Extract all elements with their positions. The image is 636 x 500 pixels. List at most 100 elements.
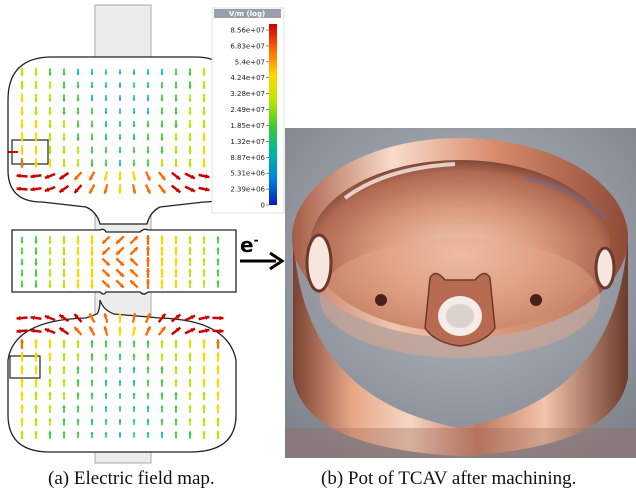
colorbar-tick-label: 8.87e+06 xyxy=(230,154,265,162)
field-arrow xyxy=(146,418,150,426)
field-arrow xyxy=(48,145,52,155)
field-arrow xyxy=(188,268,192,278)
field-arrow xyxy=(48,339,52,349)
field-arrow xyxy=(104,159,108,167)
field-arrow xyxy=(117,184,122,194)
field-arrow xyxy=(174,246,178,256)
field-arrow xyxy=(20,119,24,129)
colorbar-tick-label: 4.24e+07 xyxy=(230,74,265,82)
field-arrow xyxy=(132,69,136,75)
field-arrow xyxy=(58,313,70,323)
field-arrow xyxy=(20,93,24,103)
field-arrow xyxy=(216,236,220,244)
field-arrow xyxy=(216,430,220,440)
field-arrow xyxy=(104,133,108,141)
field-arrow xyxy=(202,236,206,244)
field-arrow xyxy=(62,133,66,141)
field-arrow xyxy=(104,340,108,348)
colorbar-gradient xyxy=(269,24,277,205)
field-arrow xyxy=(202,404,206,414)
field-arrow xyxy=(216,391,220,401)
field-arrow xyxy=(129,268,139,278)
field-arrow xyxy=(146,340,150,348)
center-nose-cone xyxy=(424,272,496,347)
field-arrow xyxy=(118,406,122,412)
field-arrow xyxy=(170,326,182,336)
field-arrow xyxy=(145,257,151,267)
field-arrow xyxy=(34,280,38,288)
field-arrow xyxy=(20,269,24,277)
field-arrow xyxy=(48,431,52,439)
field-arrow xyxy=(160,268,164,278)
field-arrow xyxy=(146,379,150,387)
field-arrows xyxy=(16,67,224,440)
field-arrow xyxy=(188,378,192,388)
field-arrow xyxy=(174,120,178,128)
field-arrow xyxy=(160,68,164,76)
field-arrow xyxy=(90,68,94,76)
field-arrow xyxy=(76,94,80,102)
field-arrow xyxy=(34,236,38,244)
field-arrow xyxy=(132,353,136,361)
field-arrow xyxy=(20,80,24,90)
field-arrow xyxy=(48,158,52,168)
field-arrow xyxy=(62,392,66,400)
field-arrow xyxy=(103,312,109,324)
field-arrow xyxy=(132,133,136,141)
field-arrow xyxy=(160,107,164,115)
field-arrow xyxy=(129,246,139,256)
field-arrow xyxy=(129,279,139,289)
field-arrow xyxy=(145,268,151,278)
field-arrow xyxy=(174,431,178,439)
field-arrow xyxy=(101,279,111,289)
field-arrow xyxy=(160,133,164,141)
field-arrow xyxy=(132,120,136,128)
field-arrow xyxy=(118,432,122,438)
field-arrow xyxy=(132,171,137,181)
field-arrow xyxy=(16,315,28,321)
field-arrow xyxy=(30,328,42,334)
field-arrow xyxy=(76,257,80,267)
field-arrow xyxy=(174,158,178,168)
field-arrow xyxy=(62,81,66,89)
field-arrow xyxy=(115,246,125,256)
field-arrow xyxy=(146,146,150,154)
field-arrow xyxy=(131,326,137,336)
field-arrow xyxy=(104,146,108,154)
field-arrow xyxy=(144,326,152,336)
field-arrow xyxy=(76,353,80,361)
field-arrow xyxy=(34,352,38,362)
field-arrow xyxy=(202,81,206,89)
field-arrow xyxy=(202,431,206,439)
field-arrow xyxy=(34,378,38,388)
field-arrow xyxy=(216,404,220,414)
field-arrow xyxy=(76,68,80,76)
field-arrow xyxy=(184,314,196,322)
field-arrow xyxy=(115,279,125,289)
field-arrow xyxy=(76,340,80,348)
field-arrow xyxy=(90,133,94,141)
field-arrow xyxy=(146,81,150,89)
field-arrow xyxy=(101,257,111,267)
colorbar-tick-label: 1.32e+07 xyxy=(230,138,265,146)
field-arrow xyxy=(62,339,66,349)
field-arrow xyxy=(76,268,80,278)
field-arrow xyxy=(104,107,108,115)
field-arrow xyxy=(160,235,164,245)
colorbar-tick-label: 3.28e+07 xyxy=(230,90,265,98)
field-arrow xyxy=(146,120,150,128)
colorbar-tick-label: 1.85e+07 xyxy=(230,122,265,130)
field-arrow xyxy=(48,269,52,277)
field-arrow xyxy=(48,280,52,288)
field-arrow xyxy=(62,352,66,362)
field-arrow xyxy=(131,184,137,194)
field-arrow xyxy=(188,431,192,439)
field-arrow xyxy=(144,312,152,324)
field-arrow xyxy=(62,120,66,128)
field-arrow xyxy=(188,81,192,89)
field-arrow xyxy=(146,366,150,374)
field-arrow xyxy=(202,352,206,362)
field-arrow xyxy=(44,314,56,322)
field-arrow xyxy=(48,107,52,115)
field-arrow xyxy=(160,94,164,102)
